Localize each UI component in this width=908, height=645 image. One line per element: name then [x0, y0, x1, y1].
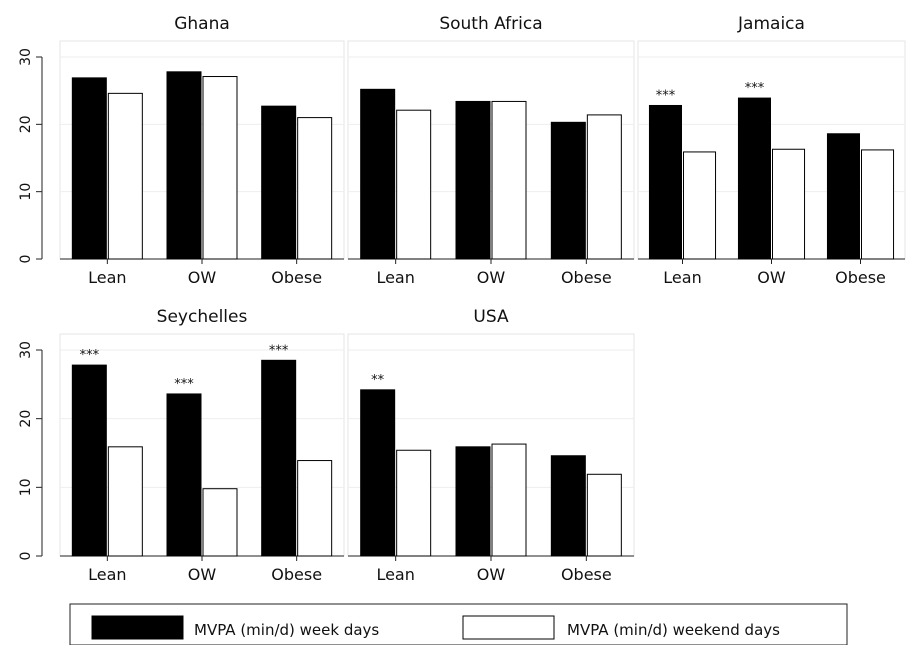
significance-label: ***	[656, 88, 676, 103]
bar-weekend-days	[297, 460, 333, 557]
legend: MVPA (min/d) week days MVPA (min/d) weeke…	[69, 603, 848, 645]
significance-label: **	[371, 373, 385, 388]
bar-week-days	[648, 104, 683, 260]
x-tick-label: OW	[757, 268, 786, 287]
y-tick-label: 30	[18, 341, 34, 359]
bar-week-days	[737, 97, 772, 260]
panel-frame	[59, 333, 345, 557]
y-tick-label: 30	[18, 48, 34, 66]
x-tick-label: Obese	[271, 565, 322, 584]
panel-title: South Africa	[439, 14, 542, 34]
significance-label: ***	[80, 348, 100, 363]
panel-south-africa: South Africa Lean OW Obese	[347, 14, 635, 287]
bar-week-days	[261, 359, 297, 557]
x-tick-label: OW	[477, 268, 506, 287]
panel-jamaica: Jamaica Lean *** OW *** Obese	[637, 14, 906, 287]
bar-weekend-days	[861, 149, 895, 260]
bar-weekend-days	[491, 100, 527, 260]
panel-usa: USA Lean ** OW Obese	[347, 307, 635, 584]
panel-seychelles: 0 10 20 30 Seychelles Lean *** OW *** Obese ***	[18, 307, 345, 584]
bar-week-days	[261, 105, 297, 260]
x-tick-label: OW	[477, 565, 506, 584]
x-tick-label: Lean	[88, 268, 126, 287]
x-tick-label: Lean	[376, 268, 414, 287]
x-tick-label: OW	[188, 268, 217, 287]
y-tick-label: 10	[18, 478, 34, 496]
y-tick-label: 0	[18, 552, 34, 561]
panel-title: Ghana	[174, 14, 230, 34]
y-tick-label: 20	[18, 115, 34, 133]
x-tick-label: Obese	[835, 268, 886, 287]
bar-weekend-days	[202, 488, 238, 557]
bar-weekend-days	[107, 92, 143, 260]
bar-weekend-days	[107, 446, 143, 557]
legend-swatch-weekend-days	[462, 615, 555, 640]
bar-week-days	[826, 133, 861, 260]
bar-weekend-days	[586, 114, 622, 260]
legend-label-weekend-days: MVPA (min/d) weekend days	[567, 621, 780, 639]
bar-weekend-days	[396, 109, 432, 260]
y-tick-label: 10	[18, 183, 34, 201]
bar-weekend-days	[491, 443, 527, 557]
significance-label: ***	[269, 343, 289, 358]
x-tick-label: Lean	[376, 565, 414, 584]
bar-week-days	[166, 71, 202, 260]
panel-frame	[347, 40, 635, 260]
y-tick-label: 0	[18, 255, 34, 264]
x-tick-label: OW	[188, 565, 217, 584]
bar-weekend-days	[396, 449, 432, 557]
bar-week-days	[550, 455, 586, 557]
bar-week-days	[71, 77, 107, 260]
legend-label-week-days: MVPA (min/d) week days	[194, 621, 379, 639]
bar-week-days	[550, 121, 586, 260]
significance-label: ***	[174, 377, 194, 392]
panel-title: Seychelles	[157, 307, 248, 327]
bar-weekend-days	[683, 151, 717, 260]
bar-week-days	[455, 446, 491, 557]
bar-week-days	[455, 100, 491, 260]
x-tick-label: Obese	[561, 268, 612, 287]
x-tick-label: Lean	[663, 268, 701, 287]
bar-weekend-days	[772, 148, 806, 260]
panel-ghana: 0 10 20 30 Ghana Lean OW Obese	[18, 14, 345, 287]
panel-title: Jamaica	[737, 14, 805, 34]
bar-weekend-days	[586, 473, 622, 557]
bar-week-days	[360, 389, 396, 557]
x-tick-label: Obese	[561, 565, 612, 584]
panel-frame	[637, 40, 906, 260]
panel-frame	[347, 333, 635, 557]
bar-weekend-days	[202, 76, 238, 260]
panel-frame	[59, 40, 345, 260]
x-tick-label: Lean	[88, 565, 126, 584]
x-tick-label: Obese	[271, 268, 322, 287]
y-tick-label: 20	[18, 410, 34, 428]
bar-week-days	[166, 393, 202, 557]
legend-swatch-week-days	[91, 615, 184, 640]
legend-frame	[69, 603, 848, 645]
bar-week-days	[360, 88, 396, 260]
panel-title: USA	[473, 307, 509, 327]
significance-label: ***	[745, 81, 765, 96]
bar-weekend-days	[297, 117, 333, 260]
bar-week-days	[71, 364, 107, 557]
